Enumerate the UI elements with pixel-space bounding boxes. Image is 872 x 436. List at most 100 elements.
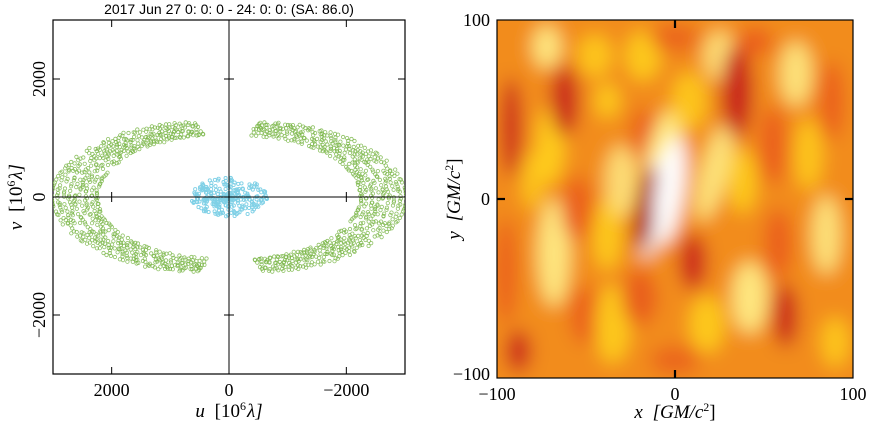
- uv-point-long: [78, 238, 83, 243]
- heatmap-blob: [650, 23, 700, 53]
- uv-point-long: [62, 202, 67, 207]
- uv-point-long: [177, 121, 182, 126]
- uv-point-short: [252, 184, 257, 189]
- uv-point-long: [158, 264, 163, 269]
- uv-point-long: [79, 230, 84, 235]
- uv-point-long: [63, 205, 68, 210]
- uv-point-long: [91, 244, 96, 249]
- uv-point-long: [90, 200, 95, 205]
- uv-point-short: [213, 211, 218, 216]
- uv-point-long: [274, 128, 279, 133]
- uv-point-long: [186, 261, 191, 266]
- uv-point-long: [281, 254, 286, 259]
- uv-point-long: [334, 242, 339, 247]
- uv-point-long: [359, 227, 364, 232]
- uv-point-long: [337, 148, 342, 153]
- uv-point-long: [375, 212, 380, 217]
- uv-point-long: [124, 143, 129, 148]
- uv-point-long: [377, 177, 382, 182]
- uv-point-long: [361, 180, 366, 186]
- uv-point-long: [384, 207, 389, 212]
- uv-point-long: [327, 240, 332, 245]
- uv-point-long: [75, 234, 80, 239]
- uv-point-long: [80, 184, 85, 189]
- uv-point-long: [261, 134, 266, 139]
- uv-point-long: [322, 145, 327, 150]
- uv-point-long: [74, 229, 79, 235]
- uv-point-long: [71, 218, 76, 223]
- uv-point-long: [334, 239, 340, 244]
- uv-point-short: [193, 187, 198, 192]
- uv-point-long: [103, 229, 108, 234]
- uv-point-long: [83, 176, 88, 181]
- uv-point-long: [152, 254, 157, 259]
- heatmap-blob: [780, 41, 812, 106]
- uv-point-long: [347, 161, 352, 166]
- uv-point-long: [338, 139, 343, 144]
- uv-point-long: [366, 159, 371, 164]
- uv-point-long: [356, 143, 361, 148]
- uv-point-long: [376, 197, 381, 202]
- uv-point-short: [223, 178, 228, 183]
- uv-point-long: [335, 132, 341, 137]
- uv-point-long: [296, 266, 301, 272]
- uv-point-long: [359, 157, 364, 162]
- uv-point-long: [322, 259, 327, 264]
- uv-point-long: [300, 129, 305, 134]
- uv-point-long: [384, 187, 389, 192]
- uv-point-long: [366, 212, 371, 217]
- uv-point-long: [368, 148, 374, 153]
- uv-point-long: [368, 156, 373, 162]
- uv-point-long: [187, 121, 192, 126]
- uv-point-long: [370, 213, 375, 218]
- uv-point-long: [83, 222, 88, 227]
- uv-point-long: [60, 222, 65, 227]
- uv-point-long: [327, 153, 333, 159]
- uv-point-short: [224, 197, 229, 202]
- heatmap-blob: [570, 286, 602, 344]
- uv-point-long: [368, 164, 373, 169]
- uv-point-short: [256, 200, 261, 205]
- uv-point-long: [108, 253, 114, 258]
- uv-point-short: [222, 192, 227, 197]
- uv-point-long: [186, 129, 191, 134]
- uv-point-long: [328, 144, 333, 149]
- uv-point-long: [112, 254, 118, 260]
- uv-point-short: [243, 190, 248, 195]
- uv-point-long: [391, 198, 397, 203]
- uv-point-long: [393, 214, 398, 219]
- uv-point-long: [116, 238, 121, 243]
- uv-point-short: [204, 204, 209, 209]
- uv-point-long: [131, 130, 136, 135]
- uv-point-long: [323, 149, 328, 154]
- uv-point-long: [300, 254, 305, 259]
- uv-point-long: [365, 177, 370, 182]
- uv-point-long: [128, 247, 133, 252]
- uv-point-long: [123, 136, 128, 142]
- uv-point-long: [102, 149, 107, 154]
- uv-point-long: [333, 140, 338, 145]
- uv-point-long: [94, 232, 99, 237]
- uv-point-long: [100, 153, 105, 158]
- uv-point-long: [384, 205, 389, 210]
- uv-point-long: [321, 255, 326, 260]
- uv-point-long: [84, 203, 89, 208]
- uv-point-long: [397, 215, 402, 220]
- x-tick-label: 100: [840, 384, 867, 404]
- uv-point-short: [250, 200, 255, 205]
- uv-point-long: [106, 137, 111, 142]
- uv-point-long: [81, 155, 86, 160]
- heatmap-blob: [758, 105, 788, 185]
- uv-point-short: [244, 202, 249, 207]
- uv-point-long: [401, 207, 405, 212]
- uv-point-long: [140, 258, 145, 264]
- uv-point-short: [205, 186, 210, 191]
- uv-point-long: [132, 144, 137, 149]
- uv-point-long: [368, 216, 373, 221]
- uv-point-long: [347, 144, 352, 149]
- uv-point-long: [355, 160, 360, 165]
- uv-point-long: [94, 190, 100, 195]
- uv-point-long: [291, 249, 296, 254]
- uv-point-long: [119, 147, 124, 152]
- uv-point-long: [66, 213, 71, 218]
